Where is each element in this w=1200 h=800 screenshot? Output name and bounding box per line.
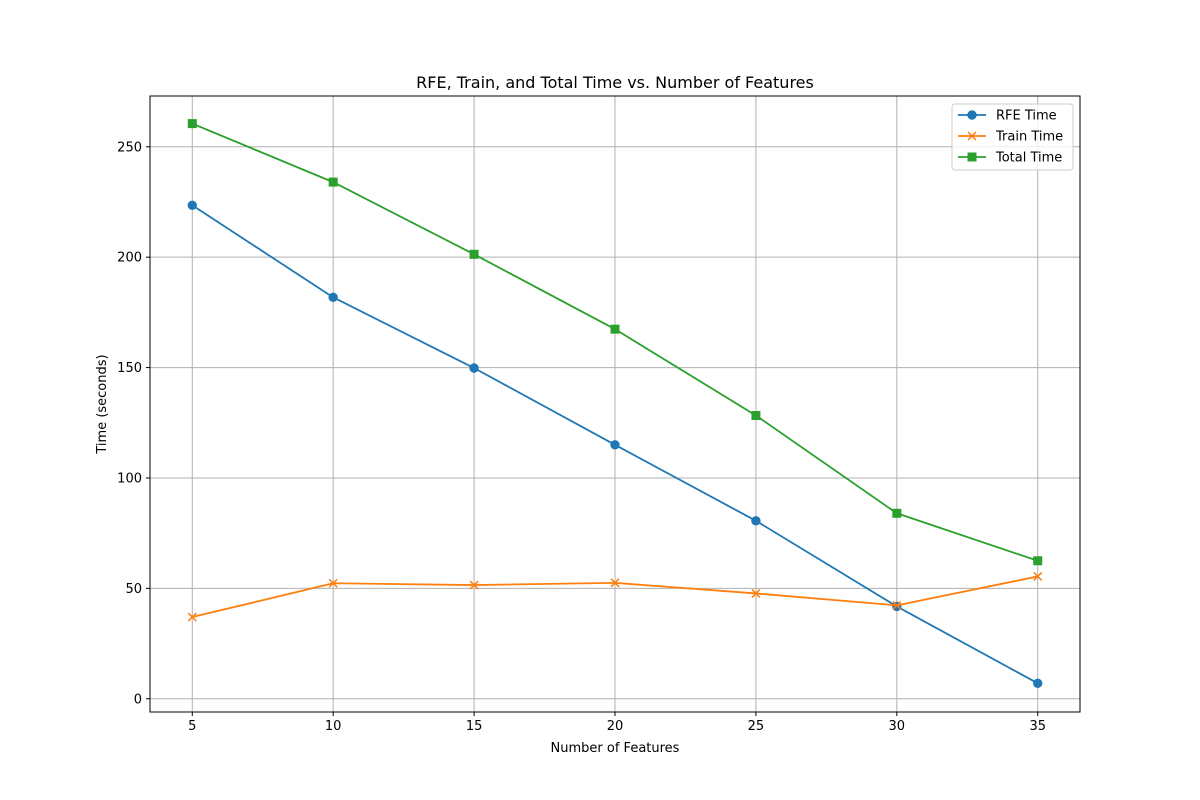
data-point xyxy=(610,440,620,450)
data-point xyxy=(1033,571,1043,581)
x-tick-label: 25 xyxy=(748,719,765,734)
legend-marker xyxy=(967,110,977,120)
x-tick-label: 10 xyxy=(325,719,342,734)
data-point xyxy=(892,600,902,610)
series-layer xyxy=(187,119,1043,688)
x-marker-stroke xyxy=(328,578,338,588)
x-tick-label: 30 xyxy=(889,719,906,734)
data-point xyxy=(187,119,197,129)
legend-marker xyxy=(967,131,977,141)
legend-marker xyxy=(967,152,977,162)
data-point xyxy=(610,324,620,334)
legend-box xyxy=(951,103,1074,171)
y-tick-label: 200 xyxy=(117,251,142,266)
data-point xyxy=(751,588,761,598)
data-point xyxy=(610,578,620,588)
x-tick-label: 35 xyxy=(1029,719,1046,734)
x-marker-stroke xyxy=(187,612,197,622)
legend-item: Train Time xyxy=(958,130,1063,145)
x-marker-stroke xyxy=(610,578,620,588)
legend-item: Total Time xyxy=(958,151,1062,166)
y-axis-title: Time (seconds) xyxy=(95,354,110,454)
x-marker-stroke xyxy=(1033,571,1043,581)
data-point xyxy=(892,601,902,612)
grid-lines xyxy=(150,96,1080,712)
data-point xyxy=(892,508,902,518)
y-tick-label: 100 xyxy=(117,471,142,486)
y-tick-label: 150 xyxy=(117,361,142,376)
y-tick-label: 250 xyxy=(117,140,142,155)
x-marker-stroke xyxy=(751,588,761,598)
x-marker-stroke xyxy=(892,600,902,610)
axis-ticks: 5 10 15 20 25 30 35 0 50 100 150 200 250 xyxy=(117,140,1046,734)
x-tick-label: 5 xyxy=(188,719,196,734)
legend-item: RFE Time xyxy=(958,109,1057,124)
data-point xyxy=(469,249,479,259)
y-tick-label: 50 xyxy=(125,582,142,597)
data-point xyxy=(187,612,197,622)
data-point xyxy=(1033,556,1043,566)
legend-label: RFE Time xyxy=(996,109,1057,124)
x-tick-label: 20 xyxy=(607,719,624,734)
series-rfe-time xyxy=(187,200,1043,688)
x-axis-title: Number of Features xyxy=(551,741,680,756)
data-point xyxy=(328,578,338,588)
series-total-time xyxy=(187,119,1043,566)
x-marker-stroke xyxy=(967,131,977,141)
data-point xyxy=(751,410,761,420)
legend-label: Train Time xyxy=(995,130,1063,145)
legend: RFE Time Train Time Total Time xyxy=(951,103,1074,171)
data-point xyxy=(328,177,338,187)
data-point xyxy=(328,292,338,303)
x-tick-label: 15 xyxy=(466,719,483,734)
data-point xyxy=(187,200,197,210)
legend-label: Total Time xyxy=(995,151,1062,166)
data-point xyxy=(469,363,479,373)
y-tick-label: 0 xyxy=(134,692,142,707)
chart-title: RFE, Train, and Total Time vs. Number of… xyxy=(416,73,814,92)
data-point xyxy=(751,516,761,526)
x-marker-stroke xyxy=(469,580,479,590)
data-point xyxy=(469,580,479,590)
series-train-time xyxy=(187,571,1043,622)
data-point xyxy=(1033,678,1043,688)
